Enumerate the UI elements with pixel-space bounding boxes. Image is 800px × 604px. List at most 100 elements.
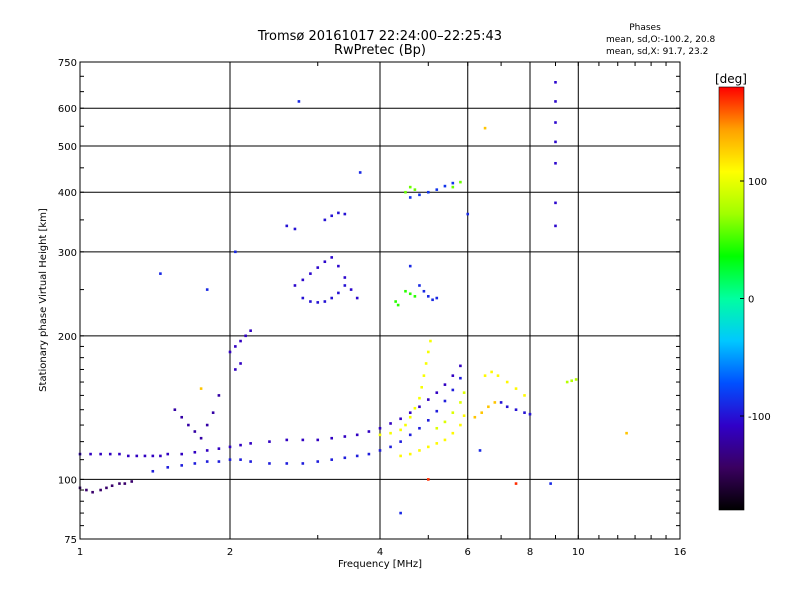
echo-point <box>459 423 462 427</box>
echo-point <box>343 276 347 279</box>
echo-point <box>378 449 382 452</box>
colorbar-tick-label: 0 <box>748 295 754 306</box>
echo-point <box>554 121 557 124</box>
echo-point <box>199 436 203 440</box>
echo-point <box>399 440 402 443</box>
echo-point <box>217 460 221 463</box>
echo-point <box>367 452 371 456</box>
echo-point <box>451 411 455 414</box>
echo-point <box>330 296 334 300</box>
echo-point <box>554 161 557 165</box>
echo-point <box>123 482 127 485</box>
outlier-point <box>483 126 487 130</box>
echo-point <box>554 201 557 205</box>
echo-point <box>343 284 347 287</box>
echo-point <box>337 291 340 295</box>
echo-point <box>166 466 170 469</box>
echo-point <box>180 452 184 456</box>
colorbar-ticks: 100 0 -100 <box>740 177 771 423</box>
echo-point <box>228 350 232 354</box>
echo-point <box>554 224 557 228</box>
echo-point <box>166 452 170 456</box>
echo-point <box>418 426 421 430</box>
echo-point <box>378 433 382 437</box>
echo-point <box>459 364 462 368</box>
echo-point <box>316 460 320 463</box>
outlier-point <box>478 449 482 452</box>
echo-point <box>239 362 242 365</box>
echo-point <box>408 411 412 414</box>
y-tick-label: 500 <box>58 142 77 153</box>
echo-point <box>451 374 455 377</box>
x-tick-label: 8 <box>527 547 533 558</box>
echo-point <box>462 391 466 394</box>
echo-point <box>337 211 340 215</box>
echo-point <box>418 284 421 287</box>
echo-point <box>413 295 417 298</box>
echo-point <box>523 394 526 397</box>
echo-point <box>309 272 312 275</box>
y-tick-label: 400 <box>58 188 77 199</box>
echo-point <box>420 385 423 389</box>
echo-point <box>523 411 526 414</box>
x-tick-label: 10 <box>572 547 585 558</box>
echo-point <box>228 445 232 449</box>
echo-point <box>159 454 162 458</box>
echo-point <box>451 388 455 392</box>
echo-point <box>205 460 209 463</box>
echo-point <box>118 482 121 485</box>
echo-point <box>126 454 130 458</box>
echo-point <box>408 415 412 419</box>
y-tick-label: 600 <box>58 104 77 115</box>
echo-point <box>323 218 327 222</box>
echo-point <box>408 196 412 199</box>
y-tick-label: 750 <box>58 58 77 69</box>
echo-point <box>399 454 402 458</box>
echo-point <box>205 449 209 452</box>
y-axis: 75 100 200 300 400 500 600 750 <box>58 58 680 546</box>
echo-point <box>343 212 347 216</box>
x-axis: 1 2 4 6 8 10 16 <box>77 62 686 558</box>
echo-point <box>337 264 340 268</box>
echo-point <box>451 181 455 185</box>
echo-point <box>355 296 359 300</box>
echo-point <box>378 426 382 430</box>
echo-point <box>426 445 430 449</box>
echo-point <box>330 436 334 440</box>
echo-point <box>143 454 147 458</box>
x-tick-label: 2 <box>227 547 233 558</box>
echo-point <box>496 374 500 377</box>
chart-title: Tromsø 20161017 22:24:00–22:25:43 <box>257 29 502 44</box>
echo-point <box>301 438 305 442</box>
y-tick-label: 75 <box>64 535 77 546</box>
echo-point <box>443 383 447 386</box>
echo-point <box>91 490 94 494</box>
echo-point <box>217 394 221 397</box>
echo-point <box>309 300 312 303</box>
echo-point <box>355 433 359 437</box>
echo-point <box>424 362 428 365</box>
echo-point <box>422 289 426 293</box>
echo-point <box>187 423 190 427</box>
echo-point <box>228 458 232 461</box>
echo-point <box>418 193 421 197</box>
echo-point <box>408 185 412 189</box>
echo-point <box>574 378 578 381</box>
echo-point <box>422 374 426 377</box>
echo-point <box>435 426 439 430</box>
phase-box-title: Phases <box>629 23 661 33</box>
echo-point <box>367 430 371 433</box>
echo-point <box>451 431 455 435</box>
outlier-point <box>399 511 402 515</box>
echo-point <box>443 438 447 442</box>
colorbar <box>718 86 745 511</box>
phase-box-line-o: mean, sd,O:-100.2, 20.8 <box>606 35 716 45</box>
grid-lines <box>80 62 680 539</box>
echo-point <box>499 401 503 404</box>
echo-point <box>105 486 108 490</box>
echo-point <box>180 464 184 467</box>
echo-point <box>443 399 447 403</box>
echo-point <box>483 374 487 377</box>
echo-point <box>99 488 102 492</box>
echo-point <box>505 405 509 409</box>
